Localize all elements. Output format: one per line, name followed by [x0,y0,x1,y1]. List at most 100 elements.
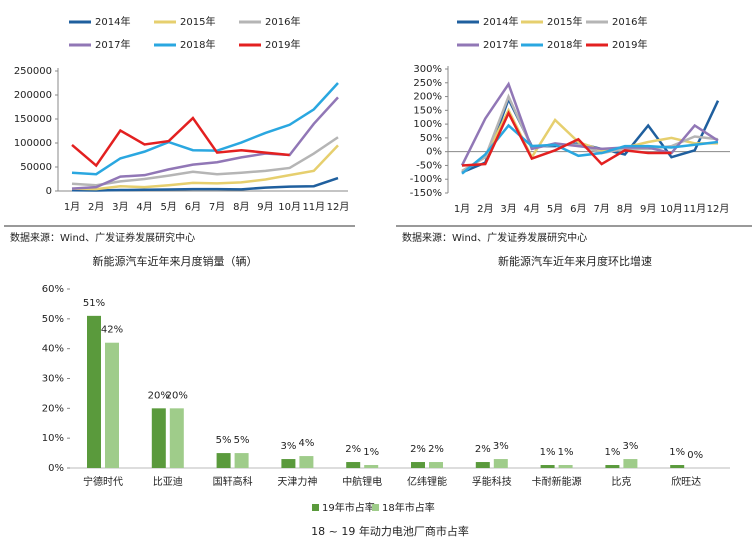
y-tick-label: 200% [413,92,442,103]
legend-label: 2019年 [265,38,300,51]
value-label: 1% [540,447,556,458]
legend-label: 2016年 [265,15,300,28]
y-tick-label: -50% [416,160,442,171]
x-tick-label: 6月 [185,201,201,213]
y-tick-label: 20% [42,403,64,414]
x-tick-label: 11月 [302,201,325,213]
legend-swatch [372,504,379,511]
y-tick-label: 50% [42,314,64,325]
value-label: 3% [280,441,296,452]
bar [670,465,685,468]
series-line [71,96,339,190]
x-tick-label: 7月 [593,203,609,215]
series-line [71,176,339,192]
bar [346,462,361,468]
y-tick-label: 250000 [14,66,52,77]
y-tick-label: 10% [42,433,64,444]
bar [234,453,249,468]
bar [105,342,119,468]
x-tick-label: 5月 [547,203,563,215]
x-tick-label: 7月 [209,201,225,213]
y-tick-label: -100% [410,174,442,185]
bar [151,408,166,468]
series-line [71,136,339,187]
x-tick-label: 2月 [88,201,104,213]
value-label: 0% [687,450,703,461]
value-label: 20% [148,390,170,401]
legend-label: 19年市占率 [322,501,375,514]
y-tick-label: 50% [420,133,442,144]
y-tick-label: -150% [410,188,442,199]
x-tick-label: 10月 [660,203,683,215]
x-tick-label: 11月 [683,203,706,215]
value-label: 5% [234,435,250,446]
bar [216,453,231,468]
y-tick-label: 200000 [14,90,52,101]
x-tick-label: 1月 [64,201,80,213]
legend-swatch [312,504,319,511]
source: 数据来源：Wind、广发证券发展研究中心 [10,231,195,244]
value-label: 3% [493,441,509,452]
series-line [71,82,339,176]
y-tick-label: 0% [426,147,442,158]
value-label: 3% [622,441,638,452]
chart-title: 新能源汽车近年来月度环比增速 [498,254,652,268]
y-tick-label: 60% [42,284,64,295]
bar [475,462,490,468]
series-line [461,93,719,173]
x-tick-label: 9月 [257,201,273,213]
bar [493,459,508,468]
x-tick-label: 3月 [500,203,516,215]
value-label: 4% [298,438,314,449]
x-tick-label: 欣旺达 [671,475,701,488]
legend-label: 2018年 [180,38,215,51]
bar [87,315,101,468]
value-label: 1% [558,447,574,458]
series-line [71,144,339,191]
bar [429,462,443,468]
legend-label: 2016年 [612,15,647,28]
x-tick-label: 卡耐新能源 [532,475,582,488]
bar [558,465,573,468]
value-label: 1% [669,447,685,458]
x-tick-label: 4月 [136,201,152,213]
series-line [461,110,672,167]
bar [299,456,314,468]
legend-label: 2014年 [95,15,130,28]
series-line [460,81,719,167]
legend-label: 2017年 [483,38,518,51]
y-tick-label: 0% [48,463,64,474]
series-line [461,107,718,173]
source: 数据来源：Wind、广发证券发展研究中心 [402,231,587,244]
y-tick-label: 100000 [14,138,52,149]
bar [623,459,638,468]
y-tick-label: 300% [413,64,442,75]
y-tick-label: 250% [413,78,442,89]
chart-title: 18 ~ 19 年动力电池厂商市占率 [311,524,469,538]
legend-label: 18年市占率 [382,501,435,514]
series-line [71,116,290,168]
value-label: 1% [363,447,379,458]
bar [364,465,379,468]
x-tick-label: 孚能科技 [472,475,512,488]
legend-label: 2015年 [180,15,215,28]
x-tick-label: 1月 [454,203,470,215]
value-label: 1% [604,447,620,458]
x-tick-label: 亿纬锂能 [407,475,447,488]
x-tick-label: 4月 [524,203,540,215]
value-label: 2% [475,444,491,455]
value-label: 20% [166,390,188,401]
x-tick-label: 比克 [611,476,631,488]
value-label: 2% [410,444,426,455]
x-tick-label: 8月 [617,203,633,215]
y-tick-label: 50000 [20,162,52,173]
value-label: 2% [428,444,444,455]
x-tick-label: 9月 [640,203,656,215]
x-tick-label: 比亚迪 [153,476,183,488]
value-label: 2% [345,444,361,455]
x-tick-label: 国轩高科 [213,475,253,488]
legend-label: 2018年 [547,38,582,51]
legend-label: 2014年 [483,15,518,28]
legend-label: 2015年 [547,15,582,28]
